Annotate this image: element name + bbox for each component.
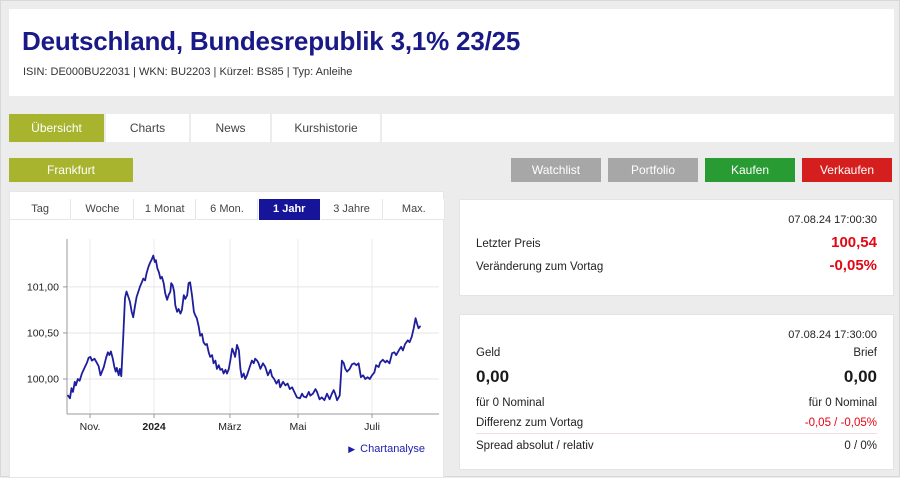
svg-text:Nov.: Nov. (80, 421, 101, 433)
bid-label: Geld (476, 347, 501, 359)
svg-text:2024: 2024 (142, 421, 166, 433)
verkaufen-button[interactable]: Verkaufen (802, 158, 892, 182)
kaufen-button[interactable]: Kaufen (705, 158, 795, 182)
change-label: Veränderung zum Vortag (476, 261, 604, 273)
action-button-group: Watchlist Portfolio Kaufen Verkaufen (511, 158, 892, 182)
header: Deutschland, Bundesrepublik 3,1% 23/25 I… (9, 9, 894, 96)
spread-value: 0 / 0% (844, 440, 877, 452)
portfolio-button[interactable]: Portfolio (608, 158, 698, 182)
range-tab-woche[interactable]: Woche (72, 199, 134, 220)
price-chart: Nov. 2024 März Mai Juli 100,00 100,50 101,00 (27, 239, 439, 433)
chartanalyse-label: Chartanalyse (360, 443, 425, 455)
ask-nominal: für 0 Nominal (808, 397, 877, 409)
ask-value: 0,00 (843, 367, 877, 386)
range-tab-bar: Tag Woche 1 Monat 6 Mon. 1 Jahr 3 Jahre Max. (10, 199, 445, 220)
range-tab-max-[interactable]: Max. (383, 199, 445, 220)
main-tab-charts[interactable]: Charts (106, 114, 191, 142)
last-price-label: Letzter Preis (476, 238, 541, 250)
triangle-right-icon: ▶ (348, 443, 356, 454)
last-price-timestamp: 07.08.24 17:00:30 (788, 214, 877, 226)
row-divider (476, 433, 877, 434)
ask-label: Brief (853, 347, 877, 359)
svg-text:100,00: 100,00 (27, 374, 59, 386)
svg-text:März: März (218, 421, 241, 433)
chartanalyse-link[interactable]: ▶ Chartanalyse (348, 443, 425, 455)
diff-value: -0,05 / -0,05% (804, 417, 877, 429)
range-tab-6-mon-[interactable]: 6 Mon. (196, 199, 259, 220)
range-tab-tag[interactable]: Tag (10, 199, 72, 220)
bid-value: 0,00 (476, 367, 510, 386)
main-tab-kurshistorie[interactable]: Kurshistorie (272, 114, 382, 142)
svg-text:101,00: 101,00 (27, 281, 59, 293)
exchange-button-frankfurt[interactable]: Frankfurt (9, 158, 133, 182)
spread-label: Spread absolut / relativ (476, 440, 594, 452)
last-price-panel: 07.08.24 17:00:30 Letzter Preis 100,54 V… (459, 199, 894, 296)
page-title: Deutschland, Bundesrepublik 3,1% 23/25 (22, 26, 521, 56)
bid-nominal: für 0 Nominal (476, 397, 545, 409)
svg-text:Mai: Mai (290, 421, 307, 433)
main-tab-news[interactable]: News (191, 114, 272, 142)
last-price-value: 100,54 (831, 234, 877, 251)
instrument-meta: ISIN: DE000BU22031 | WKN: BU2203 | Kürze… (23, 66, 353, 78)
svg-text:100,50: 100,50 (27, 327, 59, 339)
main-tab--bersicht[interactable]: Übersicht (9, 114, 106, 142)
range-tab-3-jahre[interactable]: 3 Jahre (321, 199, 383, 220)
watchlist-button[interactable]: Watchlist (511, 158, 601, 182)
change-value: -0,05% (829, 257, 877, 274)
bid-ask-timestamp: 07.08.24 17:30:00 (788, 329, 877, 341)
bid-ask-panel: 07.08.24 17:30:00 Geld Brief 0,00 0,00 f… (459, 314, 894, 470)
range-tab-1-jahr[interactable]: 1 Jahr (259, 199, 321, 220)
main-tab-bar: Übersicht Charts News Kurshistorie (9, 114, 894, 142)
range-tab-1-monat[interactable]: 1 Monat (134, 199, 196, 220)
svg-text:Juli: Juli (364, 421, 380, 433)
chart-panel: Tag Woche 1 Monat 6 Mon. 1 Jahr 3 Jahre Max. N… (9, 191, 445, 478)
diff-label: Differenz zum Vortag (476, 417, 584, 429)
